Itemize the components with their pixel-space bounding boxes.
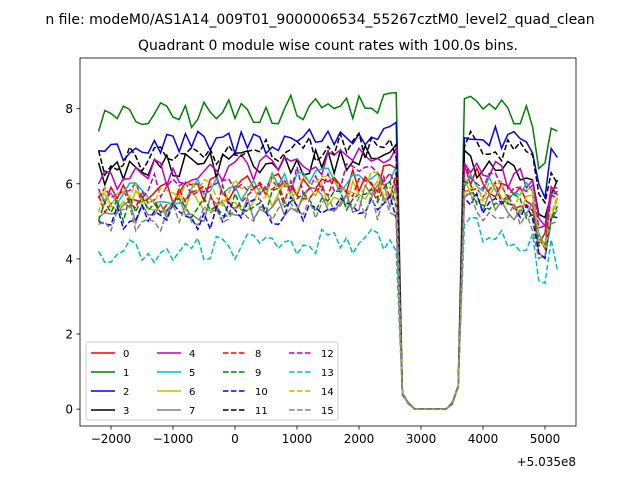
x-tick-label: 0: [231, 432, 239, 446]
y-tick-label: 0: [65, 403, 73, 417]
legend-label-7: 7: [189, 406, 195, 417]
legend-label-5: 5: [189, 368, 195, 379]
legend-label-13: 13: [321, 368, 334, 379]
x-offset-label: +5.035e8: [517, 455, 576, 469]
series-layer: [97, 92, 559, 410]
chart-title: Quadrant 0 module wise count rates with …: [138, 38, 518, 54]
legend-label-6: 6: [189, 387, 195, 398]
series-1-line: [97, 92, 558, 410]
legend-label-12: 12: [321, 349, 334, 360]
y-tick-label: 8: [65, 102, 73, 116]
chart-suptitle: n file: modeM0/AS1A14_009T01_9000006534_…: [45, 12, 594, 28]
series-14-line: [97, 171, 559, 410]
legend-label-4: 4: [189, 349, 195, 360]
legend-label-14: 14: [321, 387, 334, 398]
legend-label-15: 15: [321, 406, 334, 417]
legend-label-11: 11: [255, 406, 268, 417]
x-tick-label: 1000: [282, 432, 313, 446]
axes-frame: [79, 57, 577, 427]
y-tick-label: 2: [65, 328, 73, 342]
x-tick-label: −2000: [91, 432, 132, 446]
legend-label-8: 8: [255, 349, 261, 360]
series-15-line: [98, 192, 558, 410]
legend-box: [85, 341, 339, 421]
legend-label-0: 0: [123, 349, 129, 360]
legend-label-3: 3: [123, 406, 129, 417]
series-11-line: [97, 129, 559, 410]
x-tick-label: −1000: [153, 432, 194, 446]
legend-label-2: 2: [123, 387, 129, 398]
series-13-line: [97, 216, 559, 410]
series-4-line: [97, 144, 558, 410]
series-10-line: [98, 191, 558, 410]
axes-layer: −2000 −1000 0 1000 2000 3000 4000 5000 0 2 4 6 8: [65, 57, 577, 446]
series-3-line: [97, 142, 559, 410]
legend-label-1: 1: [123, 368, 129, 379]
series-9-line: [97, 180, 559, 410]
series-5-line: [97, 165, 558, 410]
x-tick-label: 5000: [530, 432, 561, 446]
x-tick-label: 4000: [468, 432, 499, 446]
x-tick-label: 3000: [406, 432, 437, 446]
series-2-line: [98, 121, 559, 410]
y-tick-label: 4: [65, 252, 73, 266]
x-tick-label: 2000: [344, 432, 375, 446]
legend-label-9: 9: [255, 368, 261, 379]
legend-label-10: 10: [255, 387, 268, 398]
y-tick-label: 6: [65, 177, 73, 191]
series-12-line: [97, 163, 558, 410]
